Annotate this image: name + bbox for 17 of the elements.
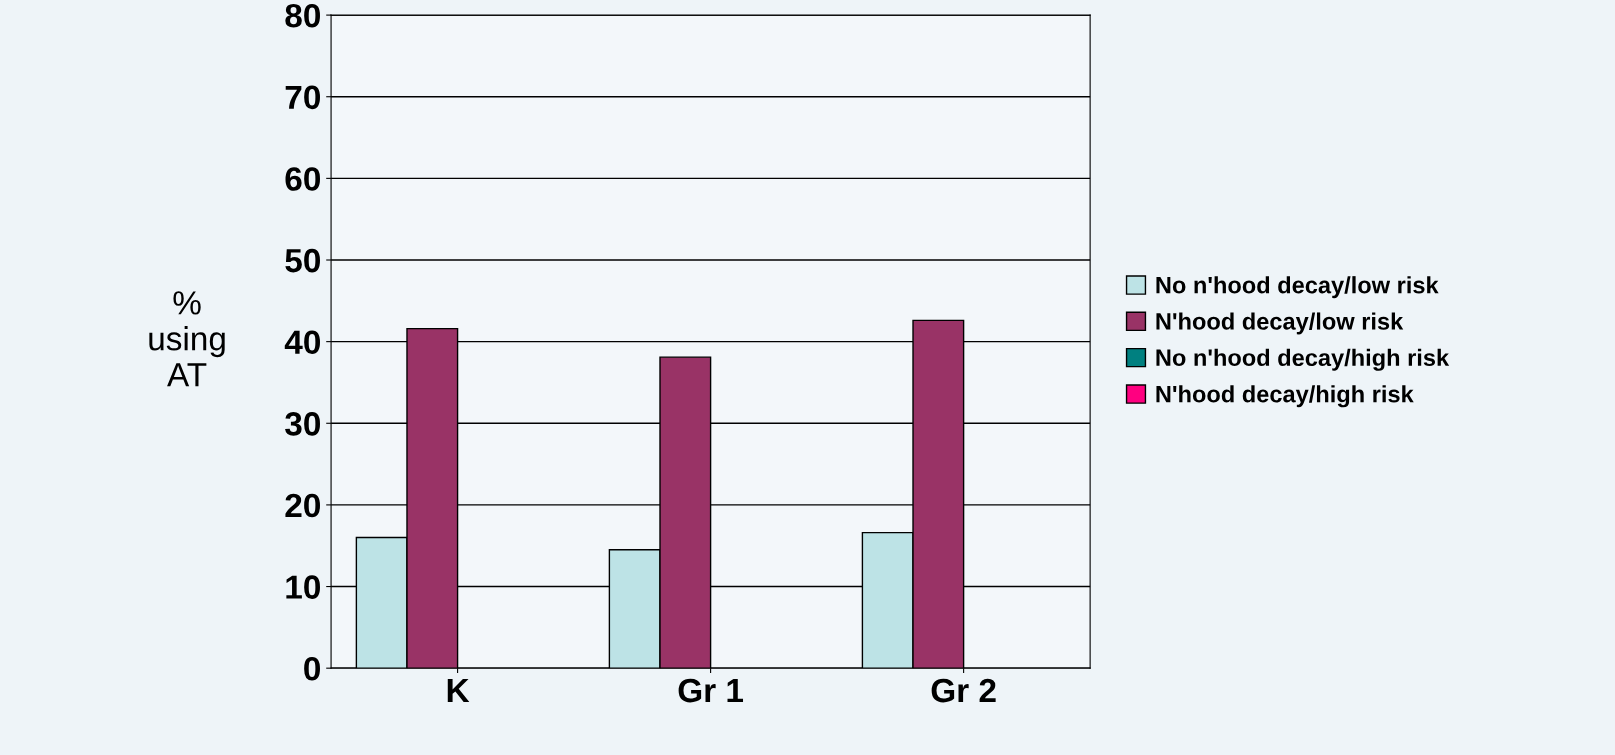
legend-label: No n'hood decay/low risk (1156, 276, 1439, 299)
y-tick-label: 30 (285, 412, 320, 436)
y-tick-label: 20 (285, 493, 320, 518)
y-tick-label: 70 (285, 85, 320, 110)
y-tick-label: 10 (286, 575, 320, 599)
legend-label: N'hood decay/low risk (1156, 312, 1404, 335)
x-tick-label: Gr 2 (931, 678, 996, 703)
y-tick-label: 60 (285, 167, 320, 191)
y-tick-label: 50 (285, 248, 320, 273)
y-tick-label: 0 (304, 656, 320, 681)
y-axis-title: % using AT (149, 291, 225, 387)
y-tick-label: 80 (285, 3, 320, 28)
y-tick-label: 40 (284, 330, 320, 355)
x-tick-label: K (447, 679, 470, 703)
legend-label: No n'hood decay/high risk (1156, 348, 1450, 371)
legend-label: N'hood decay/high risk (1156, 385, 1414, 408)
x-tick-label: Gr 1 (678, 678, 744, 703)
